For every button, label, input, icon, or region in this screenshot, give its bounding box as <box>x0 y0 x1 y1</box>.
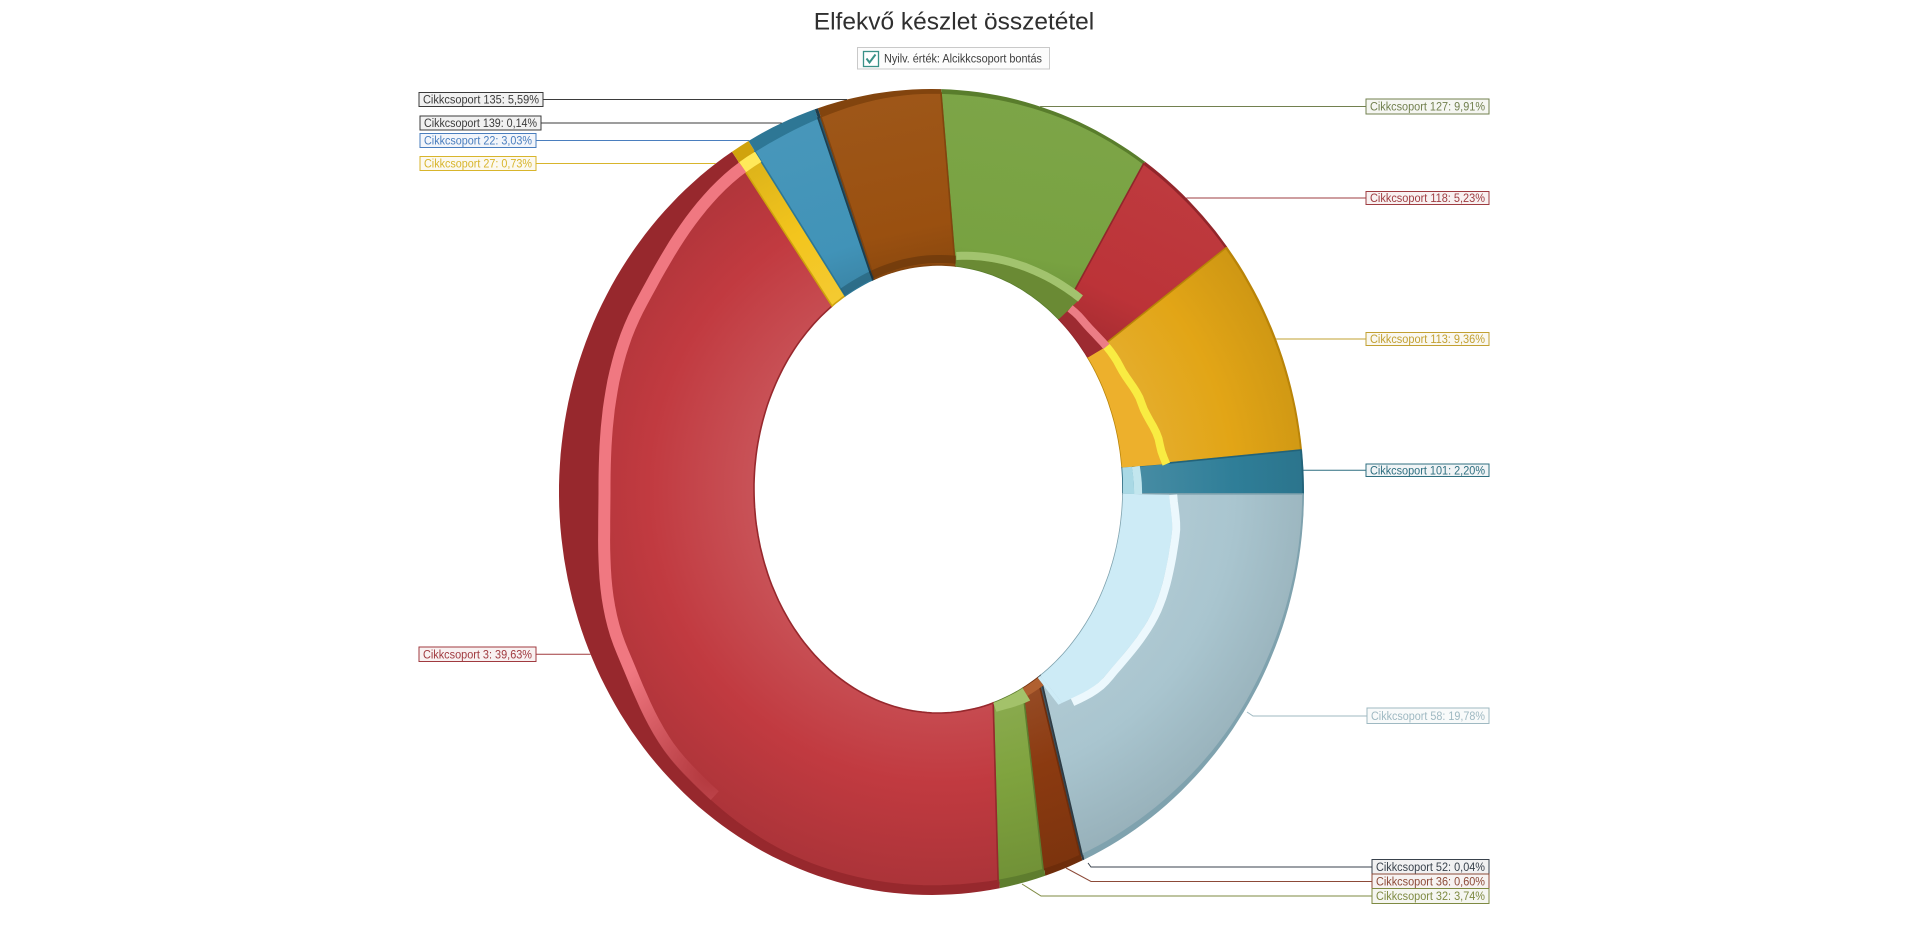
svg-text:Cikkcsoport 118: 5,23%: Cikkcsoport 118: 5,23% <box>1370 193 1485 205</box>
svg-text:Elfekvő készlet összetétel: Elfekvő készlet összetétel <box>814 9 1095 36</box>
svg-text:Cikkcsoport 36: 0,60%: Cikkcsoport 36: 0,60% <box>1376 876 1485 888</box>
svg-text:Cikkcsoport 135: 5,59%: Cikkcsoport 135: 5,59% <box>423 95 539 107</box>
svg-text:Cikkcsoport 139: 0,14%: Cikkcsoport 139: 0,14% <box>424 118 537 130</box>
svg-text:Cikkcsoport 32: 3,74%: Cikkcsoport 32: 3,74% <box>1376 891 1485 903</box>
svg-text:Cikkcsoport 127: 9,91%: Cikkcsoport 127: 9,91% <box>1370 102 1485 114</box>
svg-text:Cikkcsoport 101: 2,20%: Cikkcsoport 101: 2,20% <box>1370 465 1485 477</box>
svg-text:Cikkcsoport 3: 39,63%: Cikkcsoport 3: 39,63% <box>423 649 532 661</box>
svg-text:Cikkcsoport 27: 0,73%: Cikkcsoport 27: 0,73% <box>424 159 532 171</box>
svg-text:Cikkcsoport 22: 3,03%: Cikkcsoport 22: 3,03% <box>424 136 532 148</box>
svg-text:Cikkcsoport 58: 19,78%: Cikkcsoport 58: 19,78% <box>1371 711 1485 723</box>
svg-text:Nyilv. érték: Alcikkcsoport bo: Nyilv. érték: Alcikkcsoport bontás <box>884 54 1042 66</box>
svg-text:Cikkcsoport 52: 0,04%: Cikkcsoport 52: 0,04% <box>1376 862 1485 874</box>
svg-text:Cikkcsoport 113: 9,36%: Cikkcsoport 113: 9,36% <box>1370 334 1485 346</box>
